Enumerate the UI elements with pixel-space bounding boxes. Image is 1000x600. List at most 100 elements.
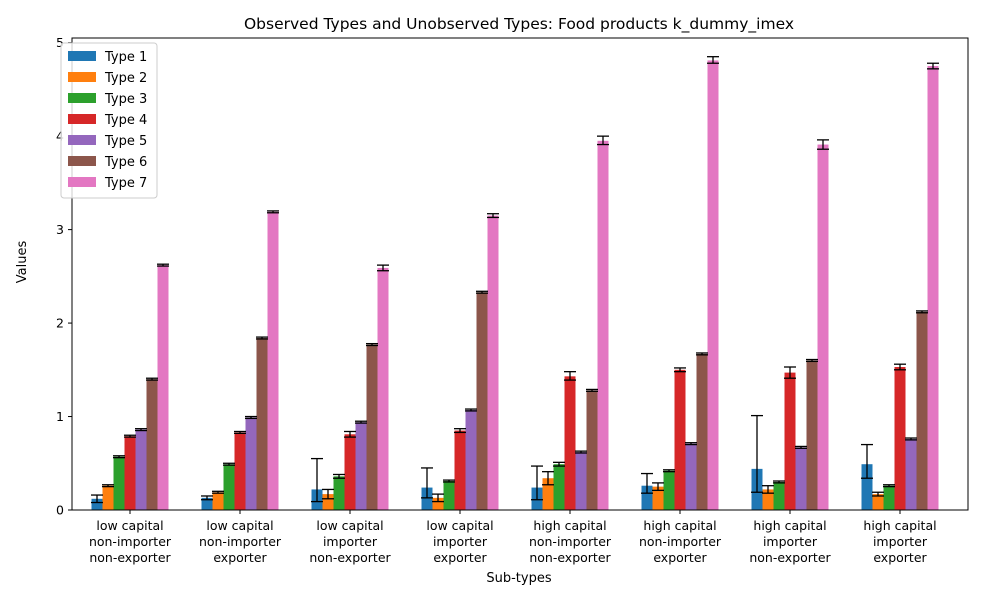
bar bbox=[267, 211, 279, 510]
bar bbox=[201, 497, 213, 510]
bar bbox=[333, 476, 345, 510]
x-tick-label-line: exporter bbox=[873, 550, 927, 565]
bar bbox=[861, 464, 873, 510]
x-tick-label-line: low capital bbox=[426, 518, 493, 533]
bar bbox=[817, 144, 829, 511]
y-tick-label: 0 bbox=[56, 503, 64, 518]
bar bbox=[564, 376, 576, 510]
bar bbox=[322, 494, 334, 510]
bar bbox=[223, 464, 235, 510]
bar bbox=[102, 485, 114, 510]
bar bbox=[432, 497, 444, 510]
bar bbox=[696, 353, 708, 510]
bar bbox=[113, 456, 125, 510]
x-tick-label-line: exporter bbox=[433, 550, 487, 565]
y-tick-label: 4 bbox=[56, 129, 64, 144]
x-axis-label: Sub-types bbox=[486, 571, 551, 586]
bar bbox=[641, 485, 653, 510]
y-tick-label: 3 bbox=[56, 222, 64, 237]
bar bbox=[784, 372, 796, 510]
bar bbox=[586, 390, 598, 510]
y-tick-label: 5 bbox=[56, 35, 64, 50]
x-tick-label: high capital non-importer non-exporter bbox=[529, 518, 612, 565]
x-tick-label-line: high capital bbox=[643, 518, 716, 533]
chart-title: Observed Types and Unobserved Types: Foo… bbox=[244, 15, 794, 34]
legend-swatch bbox=[68, 51, 96, 61]
legend-label: Type 7 bbox=[104, 176, 147, 191]
legend-label: Type 5 bbox=[104, 134, 147, 149]
bar bbox=[773, 481, 785, 510]
bar bbox=[652, 486, 664, 510]
y-tick-label: 2 bbox=[56, 316, 64, 331]
y-tick-label: 1 bbox=[56, 409, 64, 424]
x-tick-label-line: low capital bbox=[206, 518, 273, 533]
x-tick-label-line: exporter bbox=[653, 550, 707, 565]
bar bbox=[465, 409, 477, 510]
bar bbox=[234, 432, 246, 510]
x-tick-label-line: non-importer bbox=[639, 534, 722, 549]
x-tick-label-line: high capital bbox=[863, 518, 936, 533]
bar bbox=[443, 481, 455, 510]
bar bbox=[795, 447, 807, 510]
x-tick-label: high capital non-importer exporter bbox=[639, 518, 722, 565]
legend-label: Type 4 bbox=[104, 113, 147, 128]
bar bbox=[377, 267, 389, 510]
x-tick-label: low capital non-importer non-exporter bbox=[89, 518, 172, 565]
bar bbox=[421, 487, 433, 510]
x-tick-label-line: low capital bbox=[316, 518, 383, 533]
bar bbox=[476, 292, 488, 510]
x-tick-label-line: importer bbox=[763, 534, 818, 549]
x-tick-label-line: non-exporter bbox=[89, 550, 171, 565]
x-tick-label-line: non-importer bbox=[529, 534, 612, 549]
x-tick-label-line: importer bbox=[873, 534, 928, 549]
legend-label: Type 1 bbox=[104, 50, 147, 65]
bar bbox=[542, 478, 554, 510]
bar bbox=[685, 443, 697, 510]
bar bbox=[575, 452, 587, 510]
x-tick-label-line: non-exporter bbox=[309, 550, 391, 565]
bar bbox=[597, 140, 609, 510]
x-tick-label-line: high capital bbox=[753, 518, 826, 533]
x-tick-label-line: importer bbox=[433, 534, 488, 549]
bar bbox=[905, 438, 917, 510]
bar bbox=[872, 494, 884, 510]
x-tick-label-line: low capital bbox=[96, 518, 163, 533]
legend-swatch bbox=[68, 177, 96, 187]
legend-swatch bbox=[68, 93, 96, 103]
x-tick-label: high capital importer non-exporter bbox=[749, 518, 831, 565]
legend: Type 1 Type 2 Type 3 Type 4 Type 5 Type 6 Type… bbox=[60, 42, 158, 199]
bar bbox=[212, 492, 224, 510]
x-tick-label-line: non-exporter bbox=[529, 550, 611, 565]
bar bbox=[762, 489, 774, 510]
bar bbox=[707, 60, 719, 511]
legend-swatch bbox=[68, 72, 96, 82]
x-tick-label-line: importer bbox=[323, 534, 378, 549]
bar bbox=[245, 417, 257, 510]
legend-label: Type 6 bbox=[104, 155, 147, 170]
legend-swatch bbox=[68, 156, 96, 166]
legend-label: Type 3 bbox=[104, 92, 147, 107]
legend-label: Type 2 bbox=[104, 71, 147, 86]
bar bbox=[674, 369, 686, 510]
bar bbox=[344, 434, 356, 510]
x-tick-label: high capital importer exporter bbox=[863, 518, 936, 565]
bar bbox=[91, 498, 103, 510]
bar bbox=[454, 430, 466, 510]
x-tick-label-line: non-importer bbox=[89, 534, 172, 549]
bar bbox=[927, 66, 939, 510]
bar bbox=[135, 429, 147, 510]
x-tick-label-line: exporter bbox=[213, 550, 267, 565]
bar bbox=[487, 215, 499, 510]
x-tick-label: low capital importer non-exporter bbox=[309, 518, 391, 565]
plot-frame bbox=[71, 37, 969, 511]
x-tick-label: low capital non-importer exporter bbox=[199, 518, 282, 565]
bar bbox=[916, 311, 928, 510]
bar bbox=[124, 436, 136, 510]
bar bbox=[663, 470, 675, 510]
x-tick-label: low capital importer exporter bbox=[426, 518, 493, 565]
bar bbox=[366, 344, 378, 510]
x-tick-label-line: non-importer bbox=[199, 534, 282, 549]
bar bbox=[146, 379, 158, 510]
